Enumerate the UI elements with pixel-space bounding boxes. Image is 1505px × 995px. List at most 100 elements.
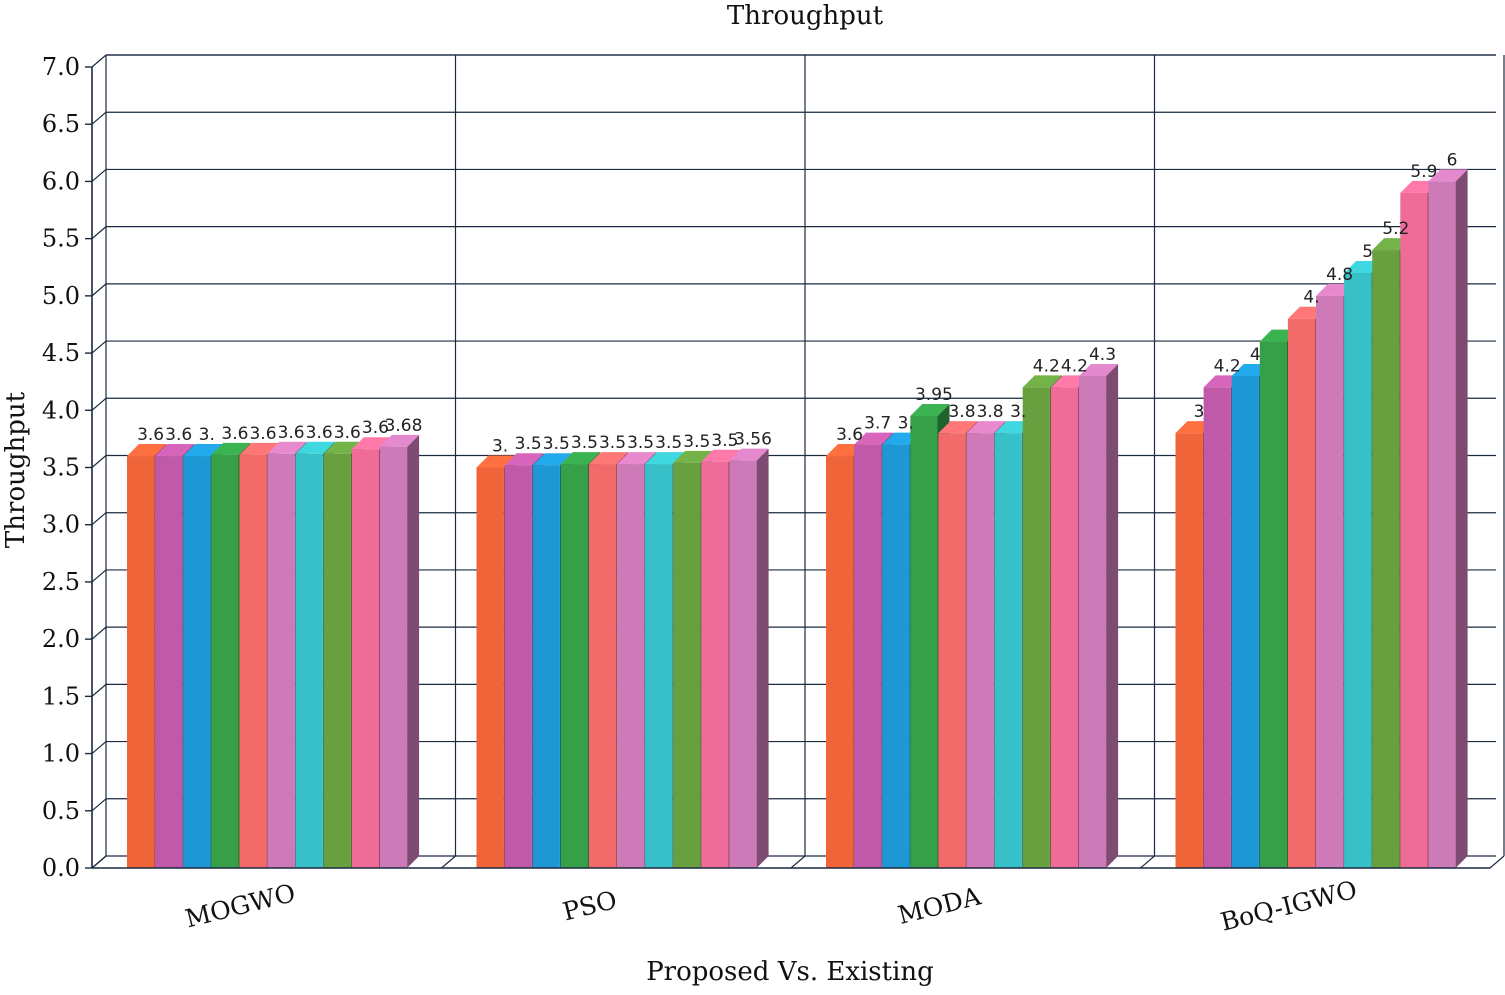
bar <box>239 454 267 868</box>
bar-side <box>756 448 769 868</box>
data-label: 3.6 <box>836 425 863 445</box>
bar-top <box>673 450 713 463</box>
y-tick-label: 4.0 <box>42 396 80 424</box>
x-tick-label: PSO <box>560 885 620 926</box>
data-label: 3. <box>1010 402 1026 422</box>
data-label: 3.6 <box>221 424 248 444</box>
gridline-side <box>91 168 107 182</box>
bar-top <box>183 444 223 457</box>
data-label: 3.6 <box>278 423 305 443</box>
bar <box>323 453 351 868</box>
data-label: 3.6 <box>362 418 389 438</box>
data-label: 3.5 <box>655 433 682 453</box>
bar-top <box>1078 363 1119 376</box>
y-tick-label: 5.5 <box>42 225 80 253</box>
gridline-side <box>91 455 107 468</box>
bar <box>882 444 910 868</box>
y-tick-label: 0.5 <box>42 797 80 825</box>
bar <box>351 449 379 868</box>
floor-divider <box>91 855 107 869</box>
bar-side <box>1106 363 1119 868</box>
label-layer: 3.6 3.6 3. 3.6 3.6 3.6 3.6 3.6 3.63.683. 3.5 3.5 3.… <box>137 150 1457 456</box>
bar-top <box>1022 375 1062 388</box>
bar-top <box>239 442 279 455</box>
bar <box>1050 387 1078 868</box>
data-label: 3.5 <box>599 433 626 453</box>
bar <box>379 446 408 868</box>
data-label: 3.95 <box>915 385 953 405</box>
bar-top <box>267 441 307 454</box>
data-label: 3.7 <box>864 414 891 434</box>
bar <box>504 465 532 868</box>
y-tick-label: 3.5 <box>42 454 80 482</box>
bar <box>127 456 155 868</box>
bar <box>1175 433 1203 868</box>
data-label: 3.5 <box>543 434 570 454</box>
y-tick-label: 3.0 <box>42 511 80 539</box>
bar <box>1372 250 1400 869</box>
y-tick-label: 1.5 <box>42 682 80 710</box>
floor-divider <box>790 855 806 869</box>
y-axis-title: Throughput <box>1 391 31 548</box>
data-label: 3.6 <box>249 424 276 444</box>
floor-divider <box>441 855 456 869</box>
data-label: 3. <box>492 437 508 457</box>
data-label: 3.8 <box>948 402 975 422</box>
bar <box>1428 181 1456 868</box>
gridline-side <box>91 626 107 640</box>
bar <box>673 462 701 868</box>
bar-side <box>407 434 420 868</box>
bar <box>211 454 239 868</box>
data-label: 5.2 <box>1382 219 1409 239</box>
bar <box>1316 295 1344 868</box>
y-tick-label: 4.5 <box>42 339 80 367</box>
bar <box>854 444 882 868</box>
y-tick-label: 6.5 <box>42 110 80 138</box>
bar-top <box>938 421 978 434</box>
bar <box>560 464 588 868</box>
data-label: 4.3 <box>1089 345 1116 365</box>
y-tick-label: 2.5 <box>42 568 80 596</box>
data-label: 3.8 <box>977 402 1004 422</box>
bar-top <box>588 452 629 465</box>
floor-divider <box>1489 855 1505 869</box>
bar <box>1259 341 1287 869</box>
data-label: 6 <box>1447 150 1458 170</box>
bar <box>1287 318 1316 868</box>
bar <box>994 433 1022 868</box>
gridline-side <box>91 683 107 697</box>
bar <box>701 461 729 868</box>
bar <box>476 467 504 868</box>
data-label: 3 <box>1194 402 1205 422</box>
x-tick-label: BoQ-IGWO <box>1218 875 1360 937</box>
data-label: 4 <box>1250 345 1261 365</box>
data-label: 3.6 <box>165 425 192 445</box>
bar-top <box>379 434 420 447</box>
data-label: 3.5 <box>683 432 710 452</box>
bar-top <box>155 444 195 457</box>
y-tick-label: 1.0 <box>42 740 80 768</box>
bar <box>645 464 673 868</box>
data-label: 3.5 <box>711 431 738 451</box>
gridline-side <box>91 54 107 68</box>
bar-top <box>910 404 950 417</box>
gridline-side <box>91 111 107 125</box>
data-label: 3.6 <box>137 425 164 445</box>
data-label: 3.6 <box>306 423 333 443</box>
bar <box>295 453 323 868</box>
data-label: 3.5 <box>515 434 542 454</box>
bar <box>938 433 966 868</box>
bar-top <box>504 453 544 466</box>
bar-top <box>617 452 657 465</box>
gridline-side <box>91 741 107 755</box>
data-label: 5.9 <box>1410 162 1437 182</box>
data-label: 4.8 <box>1326 265 1353 285</box>
bar <box>1400 192 1428 868</box>
bar-top <box>854 432 894 445</box>
bar <box>966 433 994 868</box>
bar <box>617 464 645 868</box>
chart-title: Throughput <box>727 1 884 31</box>
bar <box>183 456 211 868</box>
data-label: 3.6 <box>334 423 361 443</box>
